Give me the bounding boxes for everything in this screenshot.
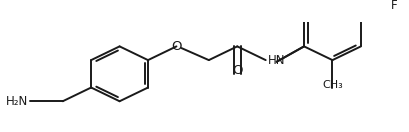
Text: O: O xyxy=(171,40,181,53)
Text: CH₃: CH₃ xyxy=(321,80,342,90)
Text: H₂N: H₂N xyxy=(6,95,28,108)
Text: F: F xyxy=(390,0,397,12)
Text: HN: HN xyxy=(267,54,285,67)
Text: O: O xyxy=(231,64,242,77)
